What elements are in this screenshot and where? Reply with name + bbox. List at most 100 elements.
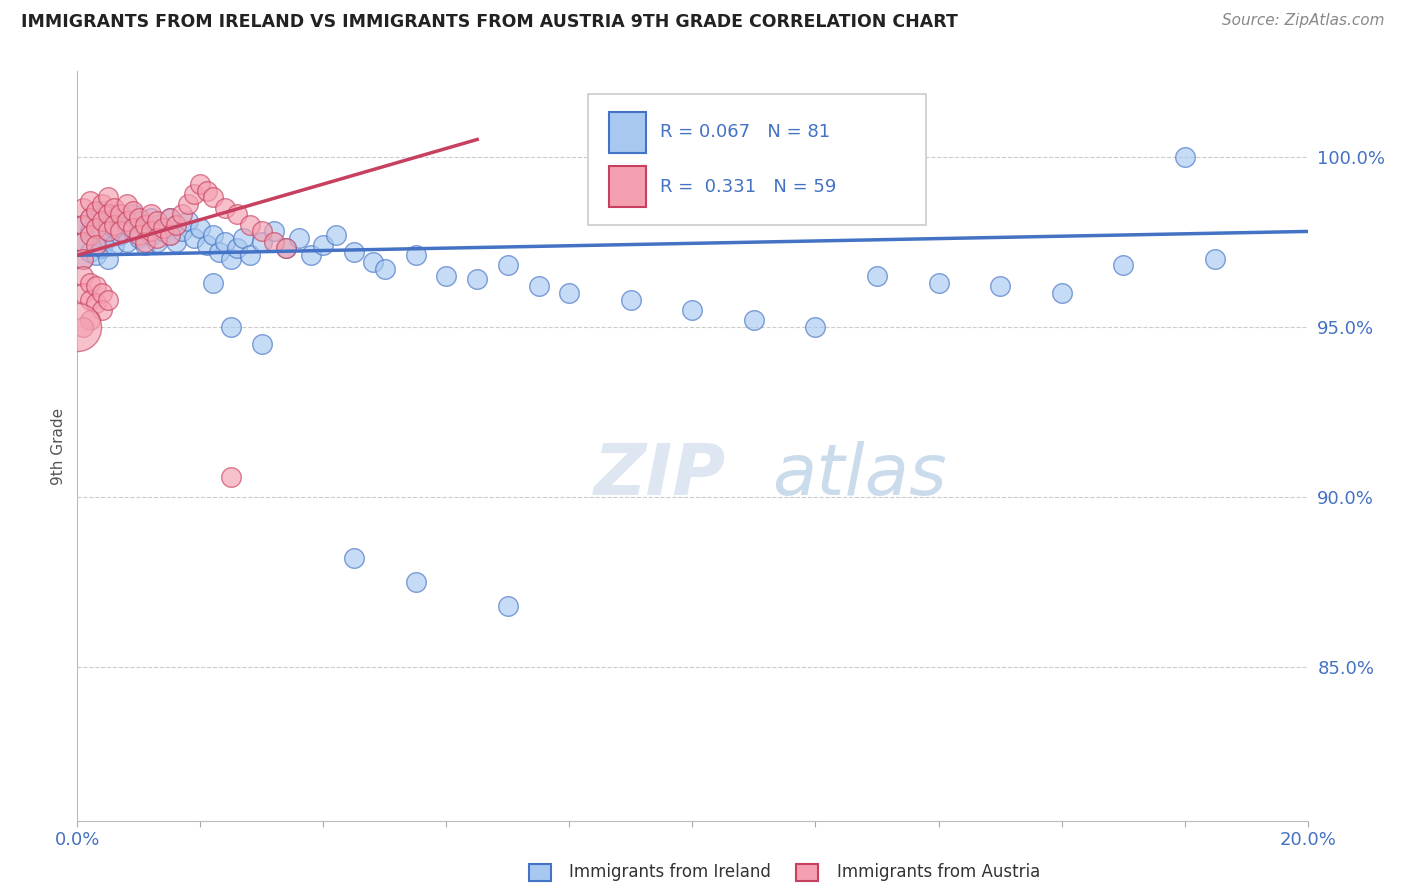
Point bbox=[312, 238, 335, 252]
Point bbox=[146, 214, 169, 228]
Text: IMMIGRANTS FROM IRELAND VS IMMIGRANTS FROM AUSTRIA 9TH GRADE CORRELATION CHART: IMMIGRANTS FROM IRELAND VS IMMIGRANTS FR… bbox=[21, 13, 957, 31]
Point bbox=[226, 207, 249, 221]
Point bbox=[103, 201, 125, 215]
Point bbox=[134, 221, 156, 235]
Point bbox=[146, 235, 169, 249]
Point bbox=[110, 224, 132, 238]
Point bbox=[742, 313, 765, 327]
Point bbox=[183, 186, 205, 201]
Point bbox=[288, 231, 311, 245]
Point bbox=[405, 248, 427, 262]
Text: Immigrants from Austria: Immigrants from Austria bbox=[837, 863, 1040, 881]
Point bbox=[219, 252, 242, 266]
Point bbox=[201, 227, 224, 242]
Y-axis label: 9th Grade: 9th Grade bbox=[51, 408, 66, 484]
Text: atlas: atlas bbox=[772, 442, 948, 510]
Point bbox=[97, 190, 120, 204]
Point bbox=[97, 231, 120, 245]
Point bbox=[201, 276, 224, 290]
Point bbox=[115, 214, 138, 228]
Point bbox=[1050, 285, 1073, 300]
Point bbox=[177, 197, 200, 211]
Point bbox=[219, 469, 242, 483]
Point bbox=[226, 242, 249, 256]
Point bbox=[374, 261, 396, 276]
Point bbox=[159, 211, 181, 225]
Point bbox=[72, 252, 94, 266]
Point bbox=[465, 272, 488, 286]
Point bbox=[146, 231, 169, 245]
Point bbox=[121, 204, 143, 219]
Point bbox=[250, 336, 273, 351]
Point bbox=[84, 204, 107, 219]
Point bbox=[188, 221, 212, 235]
Point bbox=[90, 242, 114, 256]
Point bbox=[90, 302, 114, 317]
Point bbox=[134, 235, 156, 249]
Point bbox=[141, 207, 163, 221]
Point bbox=[804, 319, 827, 334]
Point bbox=[232, 231, 254, 245]
Point bbox=[250, 235, 273, 249]
Point bbox=[558, 285, 581, 300]
Point bbox=[146, 218, 169, 232]
Point bbox=[214, 201, 236, 215]
Point bbox=[128, 214, 150, 228]
Text: Source: ZipAtlas.com: Source: ZipAtlas.com bbox=[1222, 13, 1385, 29]
Point bbox=[72, 235, 94, 249]
Point bbox=[165, 218, 187, 232]
Point bbox=[79, 293, 101, 307]
Text: Immigrants from Ireland: Immigrants from Ireland bbox=[569, 863, 772, 881]
Point bbox=[1174, 149, 1197, 163]
Point bbox=[195, 184, 218, 198]
Point bbox=[928, 276, 950, 290]
Text: R =  0.331   N = 59: R = 0.331 N = 59 bbox=[661, 178, 837, 195]
Point bbox=[84, 248, 107, 262]
Point bbox=[115, 197, 138, 211]
Point bbox=[103, 238, 125, 252]
Point bbox=[79, 211, 101, 225]
Point bbox=[239, 218, 262, 232]
Point bbox=[141, 227, 163, 242]
Point bbox=[343, 551, 366, 566]
Point bbox=[90, 214, 114, 228]
Point bbox=[682, 302, 704, 317]
Point bbox=[110, 207, 132, 221]
Point bbox=[84, 227, 107, 242]
Point bbox=[128, 231, 150, 245]
Point bbox=[496, 259, 519, 273]
Point bbox=[72, 285, 94, 300]
Point bbox=[121, 224, 143, 238]
Point bbox=[361, 255, 384, 269]
Point bbox=[141, 211, 163, 225]
Point bbox=[97, 214, 120, 228]
Point bbox=[188, 177, 212, 191]
Point bbox=[239, 248, 262, 262]
Point bbox=[84, 221, 107, 235]
Point bbox=[134, 218, 156, 232]
FancyBboxPatch shape bbox=[609, 166, 645, 207]
Point bbox=[177, 214, 200, 228]
Point bbox=[214, 235, 236, 249]
Point bbox=[195, 238, 218, 252]
Point bbox=[79, 244, 101, 259]
Point bbox=[90, 197, 114, 211]
Point bbox=[84, 296, 107, 310]
Point bbox=[152, 221, 174, 235]
Point bbox=[276, 242, 298, 256]
Point bbox=[72, 201, 94, 215]
Point bbox=[866, 268, 889, 283]
Point bbox=[343, 244, 366, 259]
Point bbox=[1112, 259, 1135, 273]
Point bbox=[115, 218, 138, 232]
Point bbox=[72, 319, 94, 334]
Point bbox=[183, 231, 205, 245]
Point bbox=[159, 227, 181, 242]
Point bbox=[103, 218, 125, 232]
Point bbox=[66, 319, 89, 334]
Point bbox=[201, 190, 224, 204]
Point bbox=[72, 218, 94, 232]
Text: ZIP: ZIP bbox=[595, 442, 727, 510]
Point bbox=[97, 207, 120, 221]
Point bbox=[90, 224, 114, 238]
